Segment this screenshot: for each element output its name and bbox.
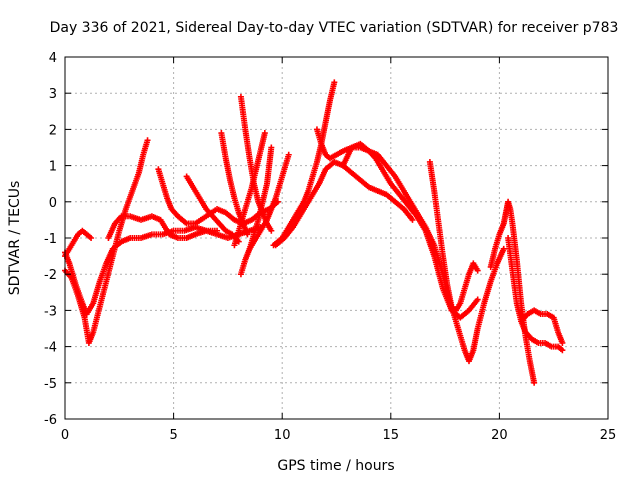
y-tick-label: 4 [49,51,57,66]
sat-trace-12 [270,79,338,249]
data-point [88,235,95,241]
y-tick-label: -2 [44,268,57,283]
y-tick-label: -4 [44,341,57,356]
data-point [559,339,566,346]
sat-trace-20 [518,307,566,346]
sat-trace-2 [62,224,221,318]
sat-trace-16 [426,158,507,365]
x-tick-label: 0 [61,428,69,443]
chart-title: Day 336 of 2021, Sidereal Day-to-day VTE… [50,20,619,36]
sat-trace-15 [340,140,481,321]
sat-trace-17 [444,260,481,314]
data-points [62,79,566,386]
data-point [231,242,238,249]
x-tick-label: 15 [383,428,400,443]
sat-trace-9 [231,130,268,249]
data-point [268,227,275,234]
y-tick-label: -5 [44,377,57,392]
data-point [144,137,151,144]
y-axis-label: SDTVAR / TECUs [7,181,23,296]
y-tick-label: -3 [44,304,57,319]
x-axis-label: GPS time / hours [277,458,394,474]
data-point [559,347,566,354]
x-tick-label: 25 [600,428,617,443]
data-point [237,271,244,278]
x-tick-labels: 0 5 10 15 20 25 [61,428,616,443]
x-tick-label: 20 [491,428,508,443]
y-tick-label: 1 [49,160,57,175]
data-point [244,231,251,238]
sat-trace-13 [313,126,455,314]
y-tick-label: 3 [49,87,57,102]
sat-trace-3 [62,227,95,260]
data-point [474,296,481,303]
y-tick-label: 2 [49,123,57,138]
data-point [474,267,481,274]
data-point [531,379,538,386]
y-tick-label: -1 [44,232,57,247]
y-tick-labels: -6 -5 -4 -3 -2 -1 0 1 2 3 4 [44,51,57,428]
sat-trace-11 [237,151,292,278]
x-tick-label: 5 [169,428,177,443]
x-tick-label: 10 [274,428,291,443]
y-tick-label: -6 [44,413,57,428]
data-point [500,245,507,252]
axis-ticks [64,56,609,420]
y-tick-label: 0 [49,196,57,211]
data-point [409,216,416,223]
